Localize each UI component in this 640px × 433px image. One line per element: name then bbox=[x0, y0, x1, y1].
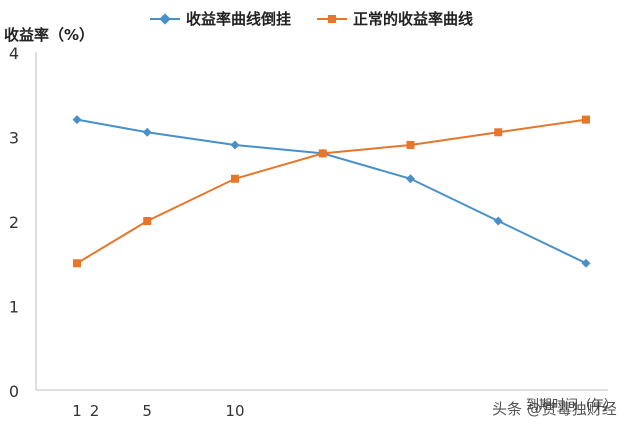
legend-item-inverted: 收益率曲线倒挂 bbox=[150, 8, 291, 29]
series-0-point-0 bbox=[72, 115, 82, 125]
series-line-1 bbox=[76, 118, 587, 265]
y-axis-label: 收益率（%） bbox=[4, 26, 95, 44]
series-1-point-2 bbox=[230, 174, 239, 183]
y-tick-label-3: 3 bbox=[9, 129, 19, 148]
series-1-point-6 bbox=[582, 115, 590, 124]
chart-legend: 收益率曲线倒挂 正常的收益率曲线 bbox=[150, 8, 473, 29]
y-tick-label-1: 1 bbox=[9, 298, 19, 317]
y-tick-label-2: 2 bbox=[9, 213, 19, 232]
x-tick-label-5: 5 bbox=[142, 402, 152, 420]
y-tick-label-0: 0 bbox=[9, 382, 19, 401]
legend-swatch-normal bbox=[317, 13, 348, 25]
series-0-point-5 bbox=[493, 216, 503, 226]
x-axis-label: 到期时间（年） bbox=[526, 398, 618, 413]
series-1-point-0 bbox=[73, 259, 81, 268]
y-tick-label-4: 4 bbox=[9, 44, 19, 63]
x-tick-label-2: 2 bbox=[90, 402, 100, 420]
series-0-point-4 bbox=[405, 174, 415, 184]
legend-label-inverted: 收益率曲线倒挂 bbox=[186, 10, 292, 28]
series-1-point-5 bbox=[494, 128, 503, 137]
series-0-point-2 bbox=[230, 140, 240, 150]
series-0-point-1 bbox=[142, 127, 152, 137]
watermark-text: 头条 @赏毒独财经 bbox=[492, 400, 617, 418]
legend-item-normal: 正常的收益率曲线 bbox=[317, 8, 473, 29]
legend-swatch-inverted bbox=[150, 12, 180, 25]
x-tick-label-10: 10 bbox=[225, 402, 244, 420]
series-1-point-3 bbox=[318, 149, 327, 158]
series-1-point-1 bbox=[143, 217, 152, 225]
series-line-0 bbox=[76, 118, 587, 265]
legend-label-normal: 正常的收益率曲线 bbox=[353, 10, 474, 28]
series-0-point-6 bbox=[581, 258, 591, 268]
series-1-point-4 bbox=[406, 140, 415, 149]
x-tick-label-1: 1 bbox=[72, 402, 82, 420]
